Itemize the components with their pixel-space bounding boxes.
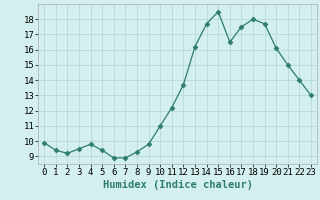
X-axis label: Humidex (Indice chaleur): Humidex (Indice chaleur) bbox=[103, 180, 252, 190]
